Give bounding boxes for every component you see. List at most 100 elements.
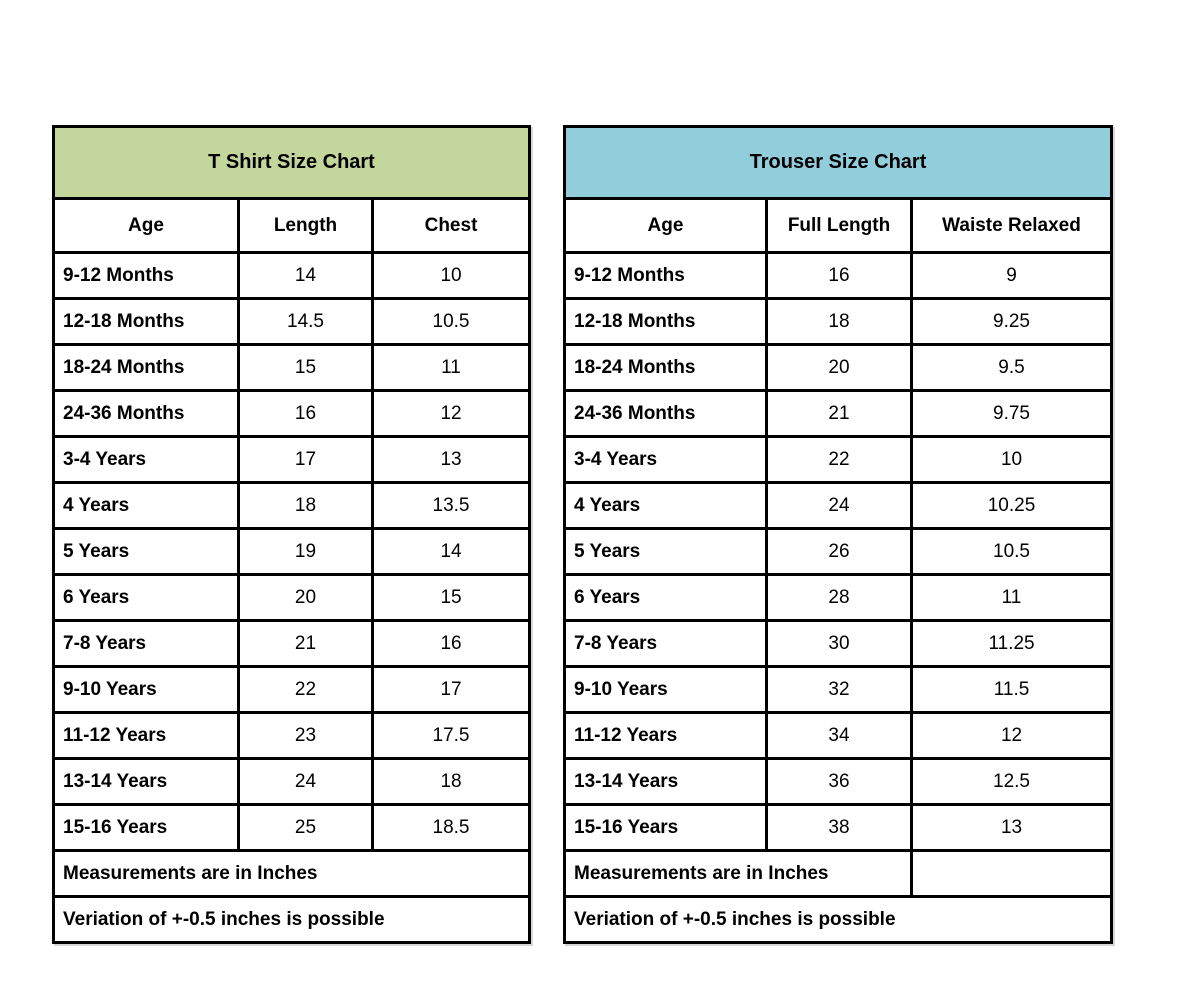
column-header-row: Age Full Length Waiste Relaxed xyxy=(563,197,1114,254)
value-cell: 22 xyxy=(237,665,374,714)
column-header-length: Length xyxy=(237,197,374,254)
value-cell: 24 xyxy=(237,757,374,806)
age-cell: 13-14 Years xyxy=(563,757,768,806)
age-cell: 11-12 Years xyxy=(52,711,240,760)
age-cell: 15-16 Years xyxy=(52,803,240,852)
table-row: 13-14 Years 36 12.5 xyxy=(563,757,1114,806)
age-cell: 5 Years xyxy=(52,527,240,576)
value-cell: 28 xyxy=(765,573,913,622)
value-cell: 18.5 xyxy=(370,803,532,852)
age-cell: 4 Years xyxy=(52,481,240,530)
age-cell: 15-16 Years xyxy=(563,803,768,852)
value-cell: 10 xyxy=(370,251,532,300)
value-cell: 14 xyxy=(370,527,532,576)
age-cell: 6 Years xyxy=(563,573,768,622)
value-cell: 12.5 xyxy=(909,757,1114,806)
value-cell: 14 xyxy=(237,251,374,300)
table-row: 18-24 Months 15 11 xyxy=(52,343,532,392)
note-row: Veriation of +-0.5 inches is possible xyxy=(51,895,532,944)
value-cell: 11 xyxy=(909,573,1114,622)
value-cell: 16 xyxy=(237,389,374,438)
value-cell: 12 xyxy=(909,711,1114,760)
table-title-row: T Shirt Size Chart xyxy=(51,125,532,200)
note-cell: Measurements are in Inches xyxy=(563,849,913,898)
age-cell: 9-12 Months xyxy=(563,251,768,300)
note-cell: Measurements are in Inches xyxy=(51,849,532,898)
age-cell: 12-18 Months xyxy=(52,297,240,346)
table-row: 3-4 Years 17 13 xyxy=(52,435,532,484)
age-cell: 9-12 Months xyxy=(52,251,240,300)
age-cell: 7-8 Years xyxy=(52,619,240,668)
column-header-chest: Chest xyxy=(370,197,532,254)
age-cell: 4 Years xyxy=(563,481,768,530)
value-cell: 17 xyxy=(370,665,532,714)
tshirt-table-body: T Shirt Size Chart Age Length Chest 9-12 Mon… xyxy=(51,125,532,944)
column-header-age: Age xyxy=(563,197,768,254)
table-title-row: Trouser Size Chart xyxy=(562,125,1114,200)
value-cell: 9 xyxy=(909,251,1114,300)
value-cell: 13 xyxy=(909,803,1114,852)
note-cell: Veriation of +-0.5 inches is possible xyxy=(562,895,1114,944)
table-row: 4 Years 24 10.25 xyxy=(563,481,1114,530)
table-title: Trouser Size Chart xyxy=(562,125,1114,200)
value-cell: 19 xyxy=(237,527,374,576)
age-cell: 24-36 Months xyxy=(563,389,768,438)
table-row: 12-18 Months 18 9.25 xyxy=(563,297,1114,346)
value-cell: 30 xyxy=(765,619,913,668)
value-cell: 9.5 xyxy=(909,343,1114,392)
value-cell: 18 xyxy=(765,297,913,346)
table-row: 24-36 Months 21 9.75 xyxy=(563,389,1114,438)
table-title: T Shirt Size Chart xyxy=(51,125,532,200)
column-header-age: Age xyxy=(52,197,240,254)
value-cell: 25 xyxy=(237,803,374,852)
value-cell: 11.5 xyxy=(909,665,1114,714)
age-cell: 18-24 Months xyxy=(52,343,240,392)
age-cell: 24-36 Months xyxy=(52,389,240,438)
value-cell: 38 xyxy=(765,803,913,852)
age-cell: 5 Years xyxy=(563,527,768,576)
value-cell: 17 xyxy=(237,435,374,484)
table-row: 5 Years 19 14 xyxy=(52,527,532,576)
value-cell: 16 xyxy=(370,619,532,668)
value-cell: 18 xyxy=(237,481,374,530)
value-cell: 24 xyxy=(765,481,913,530)
table-row: 5 Years 26 10.5 xyxy=(563,527,1114,576)
age-cell: 6 Years xyxy=(52,573,240,622)
value-cell: 11.25 xyxy=(909,619,1114,668)
age-cell: 9-10 Years xyxy=(52,665,240,714)
value-cell: 20 xyxy=(237,573,374,622)
table-row: 9-10 Years 32 11.5 xyxy=(563,665,1114,714)
age-cell: 18-24 Months xyxy=(563,343,768,392)
empty-cell xyxy=(909,849,1114,898)
age-cell: 7-8 Years xyxy=(563,619,768,668)
note-cell: Veriation of +-0.5 inches is possible xyxy=(51,895,532,944)
value-cell: 17.5 xyxy=(370,711,532,760)
value-cell: 11 xyxy=(370,343,532,392)
age-cell: 11-12 Years xyxy=(563,711,768,760)
table-row: 11-12 Years 34 12 xyxy=(563,711,1114,760)
value-cell: 36 xyxy=(765,757,913,806)
value-cell: 9.25 xyxy=(909,297,1114,346)
age-cell: 9-10 Years xyxy=(563,665,768,714)
value-cell: 18 xyxy=(370,757,532,806)
age-cell: 3-4 Years xyxy=(563,435,768,484)
trouser-table-body: Trouser Size Chart Age Full Length Waiste R… xyxy=(562,125,1114,944)
table-row: 3-4 Years 22 10 xyxy=(563,435,1114,484)
note-row: Veriation of +-0.5 inches is possible xyxy=(562,895,1114,944)
value-cell: 13 xyxy=(370,435,532,484)
note-row: Measurements are in Inches xyxy=(563,849,1114,898)
value-cell: 21 xyxy=(237,619,374,668)
table-row: 9-12 Months 14 10 xyxy=(52,251,532,300)
note-row: Measurements are in Inches xyxy=(51,849,532,898)
value-cell: 13.5 xyxy=(370,481,532,530)
table-row: 4 Years 18 13.5 xyxy=(52,481,532,530)
value-cell: 34 xyxy=(765,711,913,760)
value-cell: 15 xyxy=(237,343,374,392)
table-row: 7-8 Years 30 11.25 xyxy=(563,619,1114,668)
table-row: 9-12 Months 16 9 xyxy=(563,251,1114,300)
tshirt-size-chart-table: T Shirt Size Chart Age Length Chest 9-12 Mon… xyxy=(51,125,532,944)
value-cell: 10.5 xyxy=(370,297,532,346)
value-cell: 20 xyxy=(765,343,913,392)
value-cell: 15 xyxy=(370,573,532,622)
column-header-row: Age Length Chest xyxy=(52,197,532,254)
